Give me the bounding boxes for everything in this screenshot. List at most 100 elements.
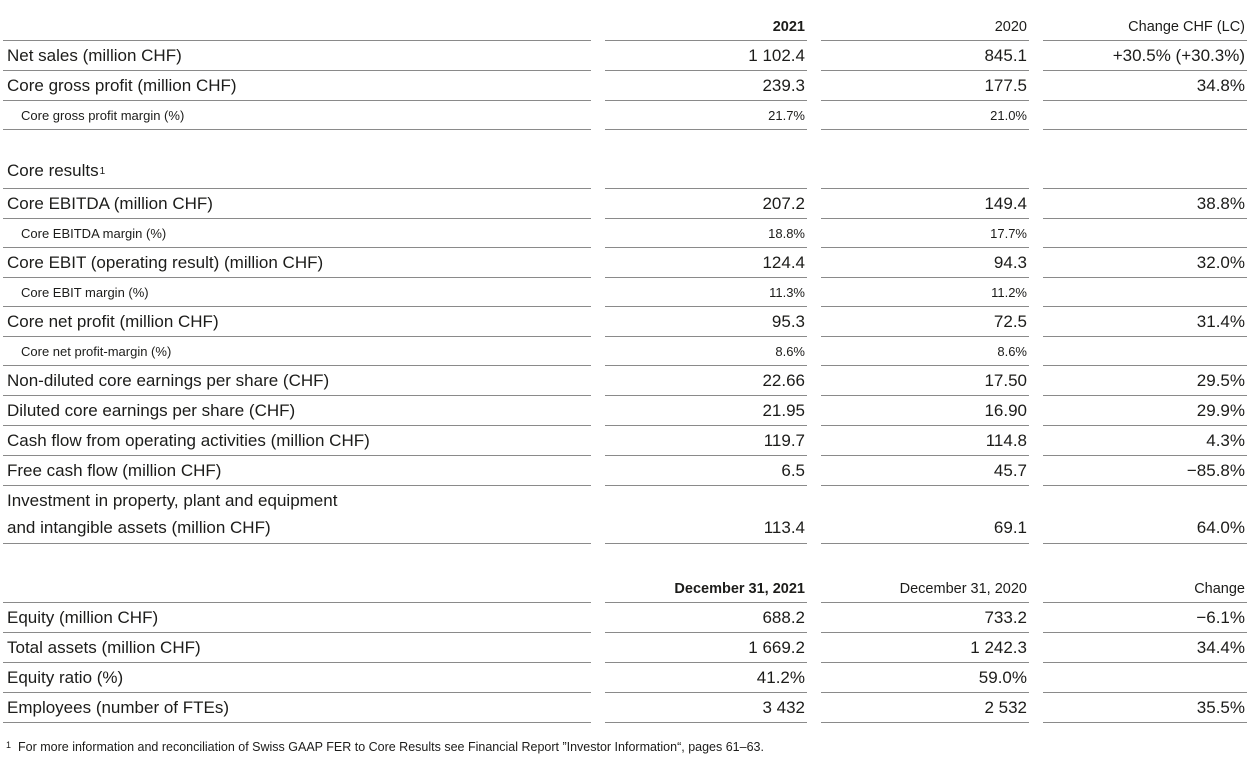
- table-row: Investment in property, plant and equipm…: [3, 486, 1247, 544]
- value-2020-cell: 11.2%: [821, 278, 1029, 307]
- value-change-cell: [1043, 130, 1247, 189]
- table-row: Core gross profit (million CHF) 239.3 177.…: [3, 71, 1247, 101]
- value-change-cell: [1043, 278, 1247, 307]
- value-2021-cell: 1 102.4: [605, 41, 807, 71]
- value-2020-cell: 8.6%: [821, 337, 1029, 366]
- column-header-blank: [3, 0, 591, 41]
- row-label: Diluted core earnings per share (CHF): [3, 396, 591, 426]
- value-2021-cell: 95.3: [605, 307, 807, 337]
- row-label: Net sales (million CHF): [3, 41, 591, 71]
- value-change-cell: 32.0%: [1043, 248, 1247, 278]
- row-label: Employees (number of FTEs): [3, 693, 591, 723]
- value-2020-cell: 114.8: [821, 426, 1029, 456]
- value-2020-cell: 59.0%: [821, 663, 1029, 693]
- value-2021-cell: 21.95: [605, 396, 807, 426]
- footnote-marker: 1: [6, 740, 12, 750]
- value-change-cell: 4.3%: [1043, 426, 1247, 456]
- key-figures-table-section2: December 31, 2021 December 31, 2020 Change…: [3, 544, 1247, 723]
- row-label: Cash flow from operating activities (mil…: [3, 426, 591, 456]
- value-2020-cell: 845.1: [821, 41, 1029, 71]
- value-change-cell: +30.5% (+30.3%): [1043, 41, 1247, 71]
- table-row: Equity ratio (%) 41.2% 59.0%: [3, 663, 1247, 693]
- value-change-cell: 38.8%: [1043, 189, 1247, 219]
- table-row: Core EBIT margin (%) 11.3% 11.2%: [3, 278, 1247, 307]
- row-label-line: Investment in property, plant and equipm…: [7, 491, 338, 511]
- column-header-row: December 31, 2021 December 31, 2020 Change: [3, 544, 1247, 603]
- value-2020-cell: 16.90: [821, 396, 1029, 426]
- value-change-cell: [1043, 663, 1247, 693]
- row-label: Total assets (million CHF): [3, 633, 591, 663]
- value-change-cell: 31.4%: [1043, 307, 1247, 337]
- value-2021-cell: 11.3%: [605, 278, 807, 307]
- value-2020-cell: [821, 130, 1029, 189]
- column-header-change: Change: [1043, 544, 1247, 603]
- value-2021-cell: 18.8%: [605, 219, 807, 248]
- value-2021-cell: 21.7%: [605, 101, 807, 130]
- value-2020-cell: 1 242.3: [821, 633, 1029, 663]
- value-2020-cell: 94.3: [821, 248, 1029, 278]
- table-row: Core EBITDA (million CHF) 207.2 149.4 38.8%: [3, 189, 1247, 219]
- row-label: Core gross profit margin (%): [3, 101, 591, 130]
- value-2020-cell: 72.5: [821, 307, 1029, 337]
- value-change-cell: −85.8%: [1043, 456, 1247, 486]
- value-2021-cell: 113.4: [605, 486, 807, 544]
- section-title: Core results: [7, 161, 99, 180]
- value-2020-cell: 17.50: [821, 366, 1029, 396]
- key-figures-table-section1: 2021 2020 Change CHF (LC) Net sales (millio…: [3, 0, 1247, 544]
- table-row: Core net profit-margin (%) 8.6% 8.6%: [3, 337, 1247, 366]
- row-label: Core EBIT margin (%): [3, 278, 591, 307]
- value-2021-cell: 8.6%: [605, 337, 807, 366]
- column-header-2021: 2021: [605, 0, 807, 41]
- table-row: Non-diluted core earnings per share (CHF…: [3, 366, 1247, 396]
- value-2020-cell: 177.5: [821, 71, 1029, 101]
- value-2021-cell: 207.2: [605, 189, 807, 219]
- value-change-cell: 34.8%: [1043, 71, 1247, 101]
- column-header-row: 2021 2020 Change CHF (LC): [3, 0, 1247, 41]
- table-row: Free cash flow (million CHF) 6.5 45.7 −85.8…: [3, 456, 1247, 486]
- value-2020-cell: 21.0%: [821, 101, 1029, 130]
- row-label: Equity (million CHF): [3, 603, 591, 633]
- value-2020-cell: 69.1: [821, 486, 1029, 544]
- value-change-cell: [1043, 337, 1247, 366]
- column-header-change: Change CHF (LC): [1043, 0, 1247, 41]
- row-label: Free cash flow (million CHF): [3, 456, 591, 486]
- value-2021-cell: 41.2%: [605, 663, 807, 693]
- value-2020-cell: 17.7%: [821, 219, 1029, 248]
- table-row: Net sales (million CHF) 1 102.4 845.1 +30.5…: [3, 41, 1247, 71]
- row-label: Core EBIT (operating result) (million CH…: [3, 248, 591, 278]
- value-change-cell: −6.1%: [1043, 603, 1247, 633]
- value-2021-cell: 6.5: [605, 456, 807, 486]
- value-change-cell: 64.0%: [1043, 486, 1247, 544]
- row-label: Core net profit (million CHF): [3, 307, 591, 337]
- footnote: 1 For more information and reconciliatio…: [3, 740, 1247, 754]
- row-label: Core EBITDA margin (%): [3, 219, 591, 248]
- table-row: Total assets (million CHF) 1 669.2 1 242.3…: [3, 633, 1247, 663]
- value-change-cell: 29.5%: [1043, 366, 1247, 396]
- column-header-2021: December 31, 2021: [605, 544, 807, 603]
- row-label: Core net profit-margin (%): [3, 337, 591, 366]
- column-header-blank: [3, 544, 591, 603]
- row-label-line: and intangible assets (million CHF): [7, 517, 271, 537]
- row-label: Investment in property, plant and equipm…: [3, 486, 591, 544]
- table-row: Core EBITDA margin (%) 18.8% 17.7%: [3, 219, 1247, 248]
- table-row: Equity (million CHF) 688.2 733.2 −6.1%: [3, 603, 1247, 633]
- table-row: Core results 1: [3, 130, 1247, 189]
- table-row: Core EBIT (operating result) (million CH…: [3, 248, 1247, 278]
- value-2021-cell: [605, 130, 807, 189]
- value-change-cell: [1043, 219, 1247, 248]
- table-row: Cash flow from operating activities (mil…: [3, 426, 1247, 456]
- row-label: Core EBITDA (million CHF): [3, 189, 591, 219]
- row-label: Equity ratio (%): [3, 663, 591, 693]
- column-header-2020: 2020: [821, 0, 1029, 41]
- table-row: Core net profit (million CHF) 95.3 72.5 31.…: [3, 307, 1247, 337]
- table-row: Diluted core earnings per share (CHF) 21.…: [3, 396, 1247, 426]
- value-2020-cell: 45.7: [821, 456, 1029, 486]
- row-label: Core gross profit (million CHF): [3, 71, 591, 101]
- value-change-cell: 34.4%: [1043, 633, 1247, 663]
- row-label-text: Investment in property, plant and equipm…: [7, 488, 337, 541]
- value-2021-cell: 1 669.2: [605, 633, 807, 663]
- value-change-cell: 29.9%: [1043, 396, 1247, 426]
- value-2021-cell: 688.2: [605, 603, 807, 633]
- row-label: Core results 1: [3, 130, 591, 189]
